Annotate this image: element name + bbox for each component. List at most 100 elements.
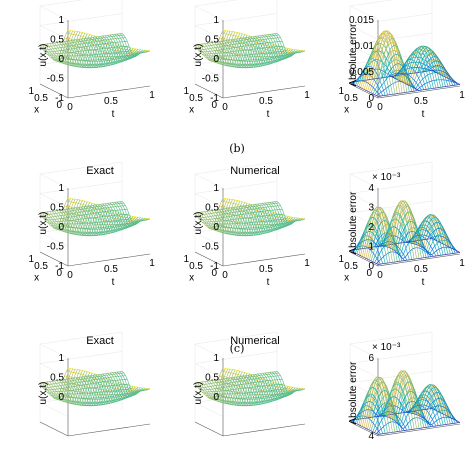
surface-line bbox=[42, 30, 71, 63]
x-tick-label: 0 bbox=[366, 100, 372, 111]
surface-line bbox=[216, 202, 245, 236]
surface-line bbox=[388, 72, 417, 91]
surface-line bbox=[228, 206, 258, 237]
surface-line bbox=[228, 376, 258, 407]
z-axis-label: u(x,t) bbox=[38, 212, 49, 235]
z-tick-label: 0.5 bbox=[205, 35, 219, 46]
x-axis-label: x bbox=[189, 272, 194, 283]
surface-line bbox=[257, 203, 286, 232]
surface-line bbox=[364, 376, 393, 433]
surface-line bbox=[102, 373, 131, 402]
surface-line bbox=[78, 39, 107, 69]
surface-line bbox=[390, 76, 420, 91]
surface-line bbox=[269, 202, 298, 228]
surface-line bbox=[349, 82, 379, 97]
surface-line bbox=[359, 58, 388, 96]
surface-line bbox=[259, 203, 289, 231]
surface-line bbox=[83, 38, 112, 68]
surface-line bbox=[73, 206, 103, 237]
surface-line bbox=[414, 216, 444, 255]
gridline bbox=[39, 13, 123, 40]
floor-axis bbox=[194, 421, 306, 437]
surface-line bbox=[230, 39, 260, 69]
panel-b-exact bbox=[39, 161, 151, 267]
surface-line bbox=[388, 370, 417, 429]
surface-line bbox=[390, 200, 420, 259]
surface-line bbox=[403, 410, 432, 427]
surface-line bbox=[80, 376, 110, 406]
x-axis-label: x bbox=[344, 272, 349, 283]
surface-line bbox=[78, 377, 107, 407]
t-tick-label: 1 bbox=[149, 90, 155, 101]
surface-line bbox=[221, 203, 250, 236]
x-tick-label: 0.5 bbox=[34, 261, 48, 272]
x-tick-label: 0 bbox=[366, 268, 372, 279]
exponent-label: × 10⁻³ bbox=[372, 342, 401, 353]
surface-line bbox=[361, 210, 391, 263]
surface-line bbox=[54, 370, 83, 404]
surface-line bbox=[214, 33, 243, 67]
z-axis-label: Absolute error bbox=[348, 361, 359, 424]
surface-line bbox=[369, 32, 398, 94]
surface-line bbox=[242, 37, 272, 67]
surface-line bbox=[414, 47, 444, 87]
surface-line bbox=[66, 203, 95, 236]
surface-line bbox=[242, 205, 272, 235]
surface-line bbox=[255, 36, 284, 65]
surface-line bbox=[381, 226, 410, 260]
gridline bbox=[194, 181, 278, 208]
surface-line bbox=[221, 35, 250, 68]
surface-line bbox=[390, 370, 420, 429]
surface-line bbox=[216, 372, 245, 406]
surface-line bbox=[429, 69, 458, 86]
surface-line bbox=[204, 199, 233, 233]
panel-a-exact bbox=[39, 0, 151, 99]
surface-line bbox=[242, 375, 272, 405]
t-tick-label: 0.5 bbox=[414, 264, 428, 275]
x-tick-label: 1 bbox=[28, 86, 34, 97]
surface-line bbox=[209, 32, 238, 66]
box-back-edge bbox=[39, 0, 83, 21]
surface-line bbox=[214, 201, 243, 235]
z-tick-label: 0 bbox=[213, 54, 219, 65]
z-tick-label: 0.5 bbox=[205, 203, 219, 214]
surface-line bbox=[422, 387, 451, 424]
t-tick-label: 1 bbox=[459, 90, 465, 101]
t-tick-label: 0 bbox=[222, 102, 228, 113]
surface-line bbox=[42, 198, 71, 231]
surface-line bbox=[102, 35, 131, 64]
surface-line bbox=[87, 205, 117, 235]
surface-line bbox=[214, 371, 243, 405]
surface-line bbox=[426, 228, 456, 254]
z-tick-label: -1 bbox=[55, 93, 64, 104]
surface-line bbox=[49, 31, 78, 65]
surface-line bbox=[73, 376, 103, 407]
surface-line bbox=[49, 199, 78, 233]
surface-line bbox=[424, 391, 454, 424]
surface-line bbox=[238, 206, 267, 236]
t-axis-label: t bbox=[267, 109, 270, 120]
z-tick-label: -1 bbox=[210, 93, 219, 104]
surface-line bbox=[197, 368, 226, 401]
z-tick-label: 0 bbox=[368, 261, 374, 272]
floor-axis bbox=[39, 421, 151, 437]
surface-line bbox=[376, 415, 405, 431]
gridline bbox=[349, 32, 433, 60]
panel-a-error bbox=[349, 0, 461, 99]
surface-line bbox=[114, 372, 143, 398]
surface-line bbox=[85, 206, 115, 236]
surface-line bbox=[356, 395, 386, 434]
z-tick-label: -0.5 bbox=[202, 74, 220, 85]
surface-line bbox=[218, 34, 248, 68]
z-tick-label: 0.5 bbox=[205, 373, 219, 384]
surface-line bbox=[197, 198, 226, 231]
surface-line bbox=[267, 34, 296, 61]
surface-line bbox=[109, 372, 139, 400]
x-tick-label: 0.5 bbox=[344, 93, 358, 104]
t-tick-label: 0.5 bbox=[104, 96, 118, 107]
surface-line bbox=[87, 375, 117, 405]
surface-line bbox=[112, 34, 141, 61]
surface-line bbox=[218, 372, 248, 406]
z-axis-label: u(x,t) bbox=[193, 212, 204, 235]
z-tick-label: -1 bbox=[55, 261, 64, 272]
